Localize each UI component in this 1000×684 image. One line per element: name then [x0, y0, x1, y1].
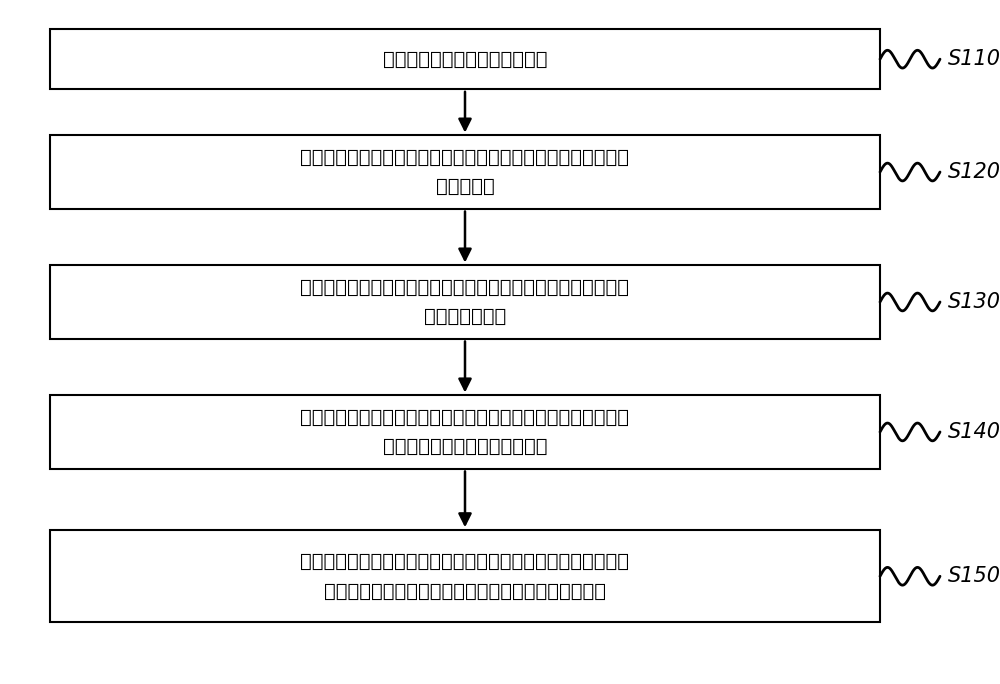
- Text: S140: S140: [948, 422, 1000, 442]
- Text: S150: S150: [948, 566, 1000, 586]
- Text: S130: S130: [948, 292, 1000, 312]
- Text: 根据车辆区域和车牌区域之间的相对位置关系，确定待检测车辆
的宽高尺寸比例: 根据车辆区域和车牌区域之间的相对位置关系，确定待检测车辆 的宽高尺寸比例: [300, 278, 630, 326]
- FancyBboxPatch shape: [50, 135, 880, 209]
- FancyBboxPatch shape: [50, 395, 880, 469]
- Text: S110: S110: [948, 49, 1000, 69]
- Text: 获取包含待检测车辆的道路图像: 获取包含待检测车辆的道路图像: [383, 50, 547, 68]
- Text: 通过车辆检测模型，确定道路图像中待检测车辆所在的车辆区域
和车牌区域: 通过车辆检测模型，确定道路图像中待检测车辆所在的车辆区域 和车牌区域: [300, 148, 630, 196]
- FancyBboxPatch shape: [50, 265, 880, 339]
- Text: S120: S120: [948, 162, 1000, 182]
- FancyBboxPatch shape: [50, 29, 880, 89]
- Text: 基于宽高尺寸比例，通过车辆结构线检测模型，从车辆区域中确
定所述待检测车辆的结构线信息: 基于宽高尺寸比例，通过车辆结构线检测模型，从车辆区域中确 定所述待检测车辆的结构…: [300, 408, 630, 456]
- Text: 根据预设的朝向信息与结构线信息的对应关系，确定所述结构线
信息对应的朝向信息，作为所述待检测车辆的朝向信息: 根据预设的朝向信息与结构线信息的对应关系，确定所述结构线 信息对应的朝向信息，作…: [300, 552, 630, 601]
- FancyBboxPatch shape: [50, 530, 880, 622]
